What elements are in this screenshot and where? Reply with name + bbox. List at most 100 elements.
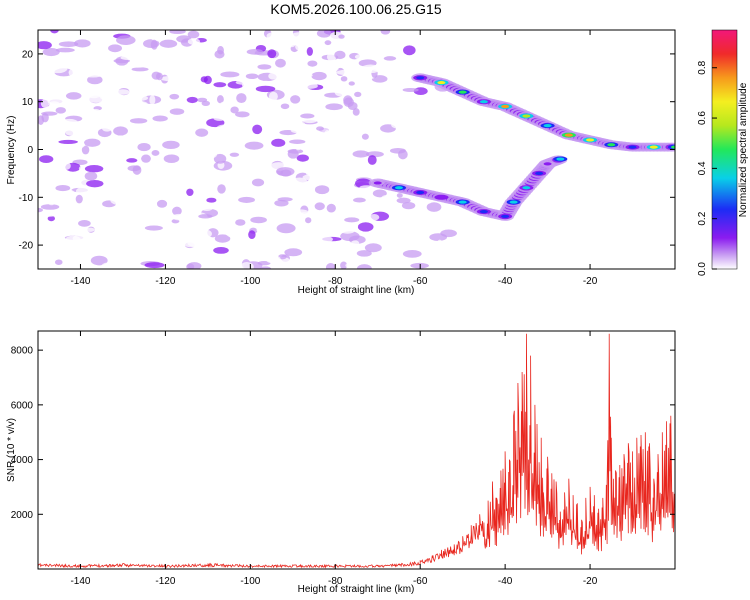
heatmap-cell (78, 165, 86, 172)
heatmap-cell (87, 92, 105, 103)
heatmap-cell (287, 149, 299, 159)
heatmap-cell (169, 73, 188, 81)
heatmap-cell (176, 172, 189, 180)
heatmap-cell (427, 257, 439, 264)
heatmap-cell (120, 55, 136, 60)
heatmap-cell (265, 240, 278, 251)
heatmap-cell (90, 255, 108, 266)
heatmap-cell (430, 263, 437, 269)
heatmap-cell (43, 234, 59, 243)
heatmap-cell (83, 72, 103, 78)
heatmap-cell (361, 230, 374, 237)
heatmap-cell (426, 202, 442, 212)
heatmap-cell (333, 245, 344, 251)
heatmap-cell (137, 142, 151, 152)
heatmap-cell (266, 175, 285, 184)
heatmap-cell (338, 34, 345, 39)
heatmap-cell (344, 217, 360, 223)
heatmap-cell (353, 197, 366, 203)
heatmap-cell (72, 66, 81, 76)
heatmap-cell (133, 101, 148, 108)
heatmap-cell (372, 189, 387, 198)
heatmap-cell (55, 47, 75, 53)
heatmap-cell (113, 158, 121, 166)
heatmap-cell (237, 179, 252, 184)
heatmap-cell (352, 150, 370, 158)
heatmap-cell (384, 99, 392, 106)
heatmap-cell (50, 88, 63, 93)
heatmap-cell (346, 37, 353, 47)
heatmap-cell (389, 90, 397, 99)
chart-title: KOM5.2026.100.06.25.G15 (270, 1, 441, 17)
heatmap-cell (101, 262, 113, 269)
heatmap-cell (302, 225, 321, 232)
heatmap-cell (380, 30, 391, 35)
heatmap-cell (157, 84, 177, 93)
colorbar-tick-label: 0.0 (697, 262, 708, 276)
spectrogram-xtick-label: -120 (155, 276, 175, 287)
snr-ticks: -140 -120 -100 -80 -60 -40 -20 2000 4000 6000 8000 (11, 331, 675, 587)
heatmap-cells (38, 30, 675, 269)
heatmap-cell (180, 249, 198, 260)
heatmap-cell (41, 111, 58, 116)
heatmap-cell (181, 162, 201, 170)
heatmap-cell (314, 185, 330, 195)
heatmap-cell (145, 56, 161, 67)
snr-ylabel: SNR (10 * v/v) (6, 418, 17, 482)
heatmap-cell (64, 128, 83, 137)
heatmap-cell (213, 82, 227, 88)
heatmap-cell (215, 124, 234, 135)
heatmap-cell (628, 145, 637, 149)
heatmap-cell (402, 87, 419, 92)
heatmap-cell (56, 78, 74, 89)
heatmap-cell (543, 124, 552, 128)
heatmap-cell (330, 156, 350, 163)
heatmap-cell (357, 222, 374, 232)
heatmap-cell (334, 184, 346, 191)
heatmap-cell (223, 183, 237, 193)
heatmap-cell (113, 229, 133, 235)
heatmap-cell (280, 103, 290, 110)
snr-panel: -140 -120 -100 -80 -60 -40 -20 2000 4000 6000 8000… (6, 330, 676, 595)
heatmap-cell (164, 223, 175, 234)
snr-ytick-label: 8000 (11, 346, 34, 357)
heatmap-cell (239, 151, 246, 159)
heatmap-cell (150, 39, 158, 50)
heatmap-cell (217, 184, 226, 194)
heatmap-cell (61, 162, 71, 170)
heatmap-cell (158, 235, 165, 246)
heatmap-cell (607, 143, 616, 147)
heatmap-cell (440, 229, 457, 238)
heatmap-cell (86, 180, 104, 188)
heatmap-cell (116, 89, 130, 95)
heatmap-cell (63, 189, 76, 198)
heatmap-cell (42, 133, 49, 139)
heatmap-cell (76, 59, 91, 67)
heatmap-cell (356, 264, 372, 269)
heatmap-cell (278, 263, 296, 269)
heatmap-cell (60, 118, 79, 128)
heatmap-cell (290, 95, 301, 104)
heatmap-cell (250, 216, 267, 224)
heatmap-cell (58, 41, 79, 47)
heatmap-cell (116, 35, 136, 45)
heatmap-cell (205, 174, 225, 179)
heatmap-cell (169, 108, 185, 115)
heatmap-cell (325, 103, 343, 111)
heatmap-cell (367, 155, 377, 165)
heatmap-cell (226, 228, 244, 239)
heatmap-cell (84, 171, 98, 181)
heatmap-cell (334, 88, 351, 97)
heatmap-cell (396, 193, 403, 198)
heatmap-cell (138, 187, 146, 197)
heatmap-cell (343, 95, 353, 105)
heatmap-cell (141, 154, 151, 163)
heatmap-cell (398, 149, 408, 160)
heatmap-cell (351, 240, 360, 246)
heatmap-cell (408, 99, 427, 108)
heatmap-cell (320, 64, 339, 73)
heatmap-cell (55, 132, 68, 138)
heatmap-cell (159, 39, 178, 48)
